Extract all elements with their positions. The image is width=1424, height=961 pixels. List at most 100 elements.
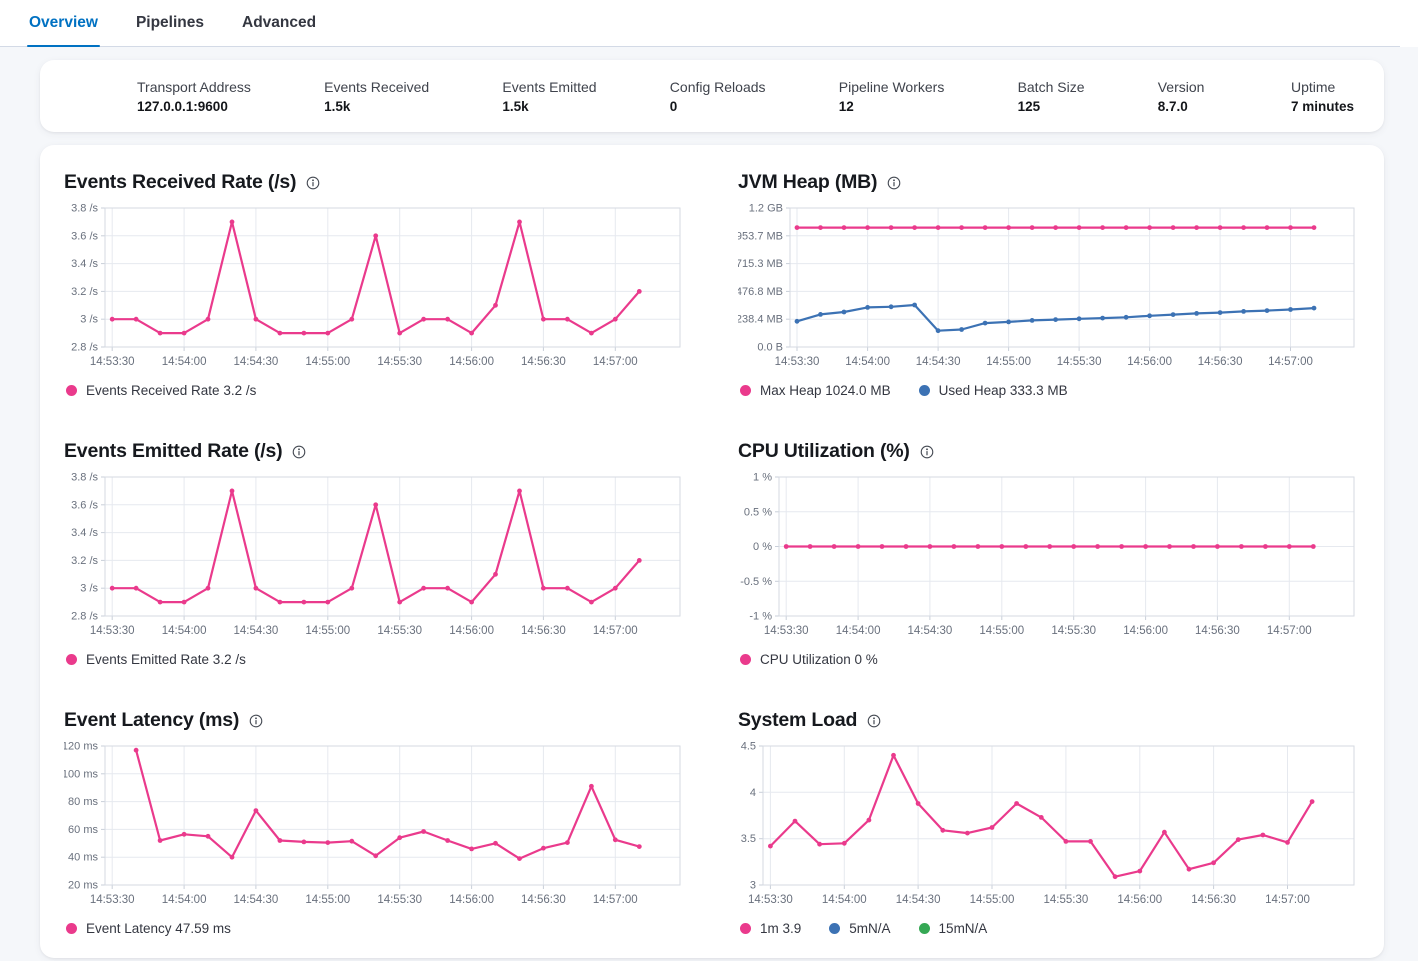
summary-value: 8.7.0 (1157, 98, 1188, 114)
summary-label: Batch Size (1017, 78, 1085, 95)
legend-item[interactable]: CPU Utilization 0 % (740, 652, 878, 667)
summary-item-version: Version 8.7.0 (1158, 79, 1218, 114)
chart-plot[interactable]: 2.8 /s 3 /s 3.2 /s 3.4 /s 3.6 /s 3.8 /s 14:53:… (64, 201, 686, 373)
chart-events-emitted-rate: Events Emitted Rate (/s) 2.8 /s 3 /s 3.2 /… (64, 440, 686, 667)
svg-text:20 ms: 20 ms (68, 880, 98, 892)
chart-plot[interactable]: 0.0 B 238.4 MB 476.8 MB 715.3 MB 953.7 MB 1.2… (738, 201, 1360, 373)
summary-bar: Transport Address 127.0.0.1:9600 Events … (40, 60, 1384, 132)
svg-text:14:56:30: 14:56:30 (521, 356, 566, 368)
svg-text:2.8 /s: 2.8 /s (71, 611, 98, 623)
svg-text:14:57:00: 14:57:00 (593, 894, 638, 906)
info-icon[interactable] (292, 445, 306, 459)
series-color-dot-icon (66, 654, 77, 665)
svg-text:14:54:30: 14:54:30 (896, 894, 941, 906)
svg-text:14:56:30: 14:56:30 (1191, 894, 1236, 906)
svg-text:4: 4 (750, 787, 756, 799)
svg-text:14:55:30: 14:55:30 (1044, 894, 1089, 906)
svg-text:14:57:00: 14:57:00 (1268, 356, 1313, 368)
svg-text:3.4 /s: 3.4 /s (71, 527, 98, 539)
legend-item[interactable]: Used Heap 333.3 MB (918, 383, 1068, 398)
line-chart-svg: 3 3.5 4 4.5 14:53:30 14:54:00 14:54:30 14:55:00… (741, 741, 1355, 906)
svg-text:14:53:30: 14:53:30 (90, 894, 135, 906)
svg-text:238.4 MB: 238.4 MB (738, 314, 783, 326)
info-icon[interactable] (867, 714, 881, 728)
legend-label: Events Emitted Rate 3.2 /s (86, 652, 246, 667)
charts-panel: Events Received Rate (/s) 2.8 /s 3 /s 3.2 … (40, 145, 1384, 958)
series-color-dot-icon (740, 385, 751, 396)
svg-text:14:53:30: 14:53:30 (764, 625, 809, 637)
line-chart-svg: 20 ms 40 ms 60 ms 80 ms 100 ms 120 ms 14:53:30… (64, 741, 681, 906)
tab-advanced[interactable]: Advanced (240, 0, 318, 46)
legend-item[interactable]: Events Emitted Rate 3.2 /s (66, 652, 246, 667)
svg-text:14:54:00: 14:54:00 (162, 356, 207, 368)
info-icon[interactable] (249, 714, 263, 728)
summary-item-transport-address: Transport Address 127.0.0.1:9600 (137, 79, 251, 114)
chart-plot[interactable]: 2.8 /s 3 /s 3.2 /s 3.4 /s 3.6 /s 3.8 /s 14:53:… (64, 470, 686, 642)
info-icon[interactable] (920, 445, 934, 459)
info-icon[interactable] (306, 176, 320, 190)
svg-text:14:54:00: 14:54:00 (836, 625, 881, 637)
svg-text:1.2 GB: 1.2 GB (749, 203, 783, 215)
svg-text:60 ms: 60 ms (68, 824, 98, 836)
summary-item-batch-size: Batch Size 125 (1018, 79, 1085, 114)
svg-text:14:55:30: 14:55:30 (1051, 625, 1096, 637)
info-icon[interactable] (887, 176, 901, 190)
svg-text:14:54:30: 14:54:30 (234, 894, 279, 906)
svg-text:14:56:00: 14:56:00 (449, 356, 494, 368)
legend-label: 15mN/A (938, 921, 988, 936)
svg-text:0 %: 0 % (753, 541, 772, 553)
chart-plot[interactable]: -1 % -0.5 % 0 % 0.5 % 1 % 14:53:30 14:54:00 14:… (738, 470, 1360, 642)
chart-title: System Load (738, 709, 858, 731)
summary-item-events-received: Events Received 1.5k (324, 79, 429, 114)
summary-value: 12 (838, 98, 854, 114)
tab-overview[interactable]: Overview (27, 0, 100, 47)
series-color-dot-icon (66, 923, 77, 934)
svg-text:14:55:00: 14:55:00 (305, 356, 350, 368)
chart-system-load: System Load 3 3.5 4 4.5 14:53:30 14:54:00 14:5… (738, 709, 1360, 936)
svg-text:14:53:30: 14:53:30 (90, 625, 135, 637)
legend-item[interactable]: 5mN/A (829, 921, 891, 936)
svg-text:14:54:00: 14:54:00 (162, 894, 207, 906)
svg-text:14:55:30: 14:55:30 (1057, 356, 1102, 368)
svg-text:2.8 /s: 2.8 /s (71, 342, 98, 354)
svg-text:3 /s: 3 /s (80, 314, 98, 326)
legend-item[interactable]: 15mN/A (918, 921, 988, 936)
svg-text:14:54:00: 14:54:00 (845, 356, 890, 368)
chart-jvm-heap: JVM Heap (MB) 0.0 B 238.4 MB 476.8 MB 715.3… (738, 171, 1360, 398)
svg-text:3: 3 (750, 880, 756, 892)
chart-plot[interactable]: 20 ms 40 ms 60 ms 80 ms 100 ms 120 ms 14:53:30… (64, 739, 686, 911)
svg-text:14:55:00: 14:55:00 (305, 625, 350, 637)
chart-plot[interactable]: 3 3.5 4 4.5 14:53:30 14:54:00 14:54:30 14:55:00… (738, 739, 1360, 911)
legend-item[interactable]: 1m 3.9 (740, 921, 801, 936)
summary-item-events-emitted: Events Emitted 1.5k (502, 79, 596, 114)
legend-item[interactable]: Event Latency 47.59 ms (66, 921, 231, 936)
svg-text:14:54:30: 14:54:30 (916, 356, 961, 368)
svg-text:14:55:00: 14:55:00 (305, 894, 350, 906)
summary-label: Version (1157, 78, 1205, 95)
legend-item[interactable]: Events Received Rate 3.2 /s (66, 383, 256, 398)
svg-text:14:56:00: 14:56:00 (1127, 356, 1172, 368)
summary-label: Uptime (1290, 78, 1336, 95)
svg-text:14:53:30: 14:53:30 (90, 356, 135, 368)
legend-item[interactable]: Max Heap 1024.0 MB (740, 383, 891, 398)
svg-text:0.5 %: 0.5 % (744, 506, 772, 518)
summary-label: Transport Address (137, 78, 251, 95)
summary-item-pipeline-workers: Pipeline Workers 12 (839, 79, 945, 114)
series-color-dot-icon (66, 385, 77, 396)
tab-pipelines[interactable]: Pipelines (134, 0, 206, 46)
line-chart-svg: 0.0 B 238.4 MB 476.8 MB 715.3 MB 953.7 MB 1.2… (738, 203, 1355, 368)
svg-text:14:54:30: 14:54:30 (908, 625, 953, 637)
svg-text:14:56:30: 14:56:30 (1198, 356, 1243, 368)
svg-text:14:55:00: 14:55:00 (970, 894, 1015, 906)
summary-value: 0 (669, 98, 678, 114)
svg-text:14:53:30: 14:53:30 (748, 894, 793, 906)
svg-text:14:56:00: 14:56:00 (1123, 625, 1168, 637)
series-color-dot-icon (918, 923, 930, 934)
summary-value: 7 minutes (1290, 98, 1354, 114)
svg-text:14:53:30: 14:53:30 (775, 356, 820, 368)
chart-title: Events Emitted Rate (/s) (64, 440, 283, 462)
chart-legend: Max Heap 1024.0 MB Used Heap 333.3 MB (738, 383, 1360, 398)
legend-label: CPU Utilization 0 % (760, 652, 878, 667)
svg-text:14:56:00: 14:56:00 (449, 894, 494, 906)
summary-item-uptime: Uptime 7 minutes (1291, 79, 1354, 114)
